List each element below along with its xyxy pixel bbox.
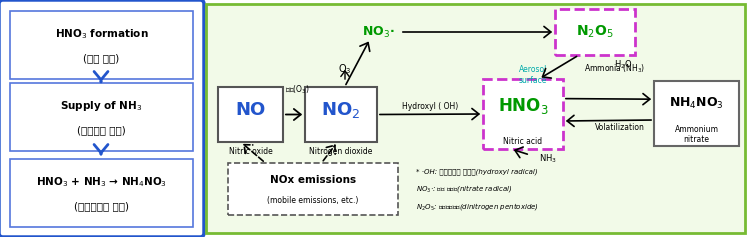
Text: HNO$_3$ formation: HNO$_3$ formation	[55, 27, 148, 41]
Text: Nitric oxide: Nitric oxide	[229, 147, 272, 156]
Text: * ·OH: 하이드록실 라디칼(hydroxyl radical): * ·OH: 하이드록실 라디칼(hydroxyl radical)	[416, 169, 538, 175]
Text: nitrate: nitrate	[684, 135, 710, 143]
Text: Nitric acid: Nitric acid	[503, 137, 542, 146]
Text: NOx emissions: NOx emissions	[270, 175, 356, 185]
Text: (암모니아 공급): (암모니아 공급)	[77, 126, 126, 136]
Text: (질산암모늄 생성): (질산암모늄 생성)	[74, 202, 129, 212]
Bar	[218, 87, 283, 142]
Text: Aerosol
surface: Aerosol surface	[519, 65, 548, 85]
Text: Ammonia (NH$_3$): Ammonia (NH$_3$)	[584, 63, 646, 75]
Text: NO$_3$·: 질산 라디칼(nitrate radical): NO$_3$·: 질산 라디칼(nitrate radical)	[416, 183, 512, 195]
Bar	[654, 81, 739, 146]
Text: O$_3$: O$_3$	[338, 62, 352, 76]
Text: NO: NO	[236, 101, 266, 119]
Text: N$_2$O$_5$: 오산화이질소(dinitrogen pentoxide): N$_2$O$_5$: 오산화이질소(dinitrogen pentoxide)	[416, 201, 539, 211]
Text: NH$_3$: NH$_3$	[539, 153, 557, 165]
Text: NH$_4$NO$_3$: NH$_4$NO$_3$	[669, 96, 724, 111]
Bar	[10, 11, 193, 79]
Bar	[10, 83, 193, 151]
Text: NO$_2$: NO$_2$	[322, 100, 361, 120]
Text: (mobile emissions, etc.): (mobile emissions, etc.)	[267, 196, 359, 205]
Text: Ammonium: Ammonium	[675, 126, 719, 135]
Bar	[555, 9, 635, 55]
Text: N$_2$O$_5$: N$_2$O$_5$	[576, 24, 614, 40]
Text: H$_2$O: H$_2$O	[614, 59, 633, 71]
FancyBboxPatch shape	[0, 0, 204, 237]
Text: Supply of NH$_3$: Supply of NH$_3$	[61, 99, 143, 113]
Text: Nitrogen dioxide: Nitrogen dioxide	[310, 147, 373, 156]
Text: Hydroxyl ( OH): Hydroxyl ( OH)	[402, 101, 458, 110]
Text: 오존(O$_3$): 오존(O$_3$)	[284, 84, 310, 96]
Bar	[10, 159, 193, 227]
Bar	[305, 87, 377, 142]
Bar	[228, 163, 398, 215]
Bar	[483, 79, 563, 149]
Bar	[206, 4, 745, 233]
Text: HNO$_3$: HNO$_3$	[497, 96, 548, 116]
Text: (질산 생성): (질산 생성)	[83, 54, 120, 64]
Text: HNO$_3$ + NH$_3$ → NH$_4$NO$_3$: HNO$_3$ + NH$_3$ → NH$_4$NO$_3$	[36, 175, 167, 189]
Text: NO$_3$·: NO$_3$·	[362, 24, 394, 40]
Text: Volatilization: Volatilization	[595, 123, 645, 132]
